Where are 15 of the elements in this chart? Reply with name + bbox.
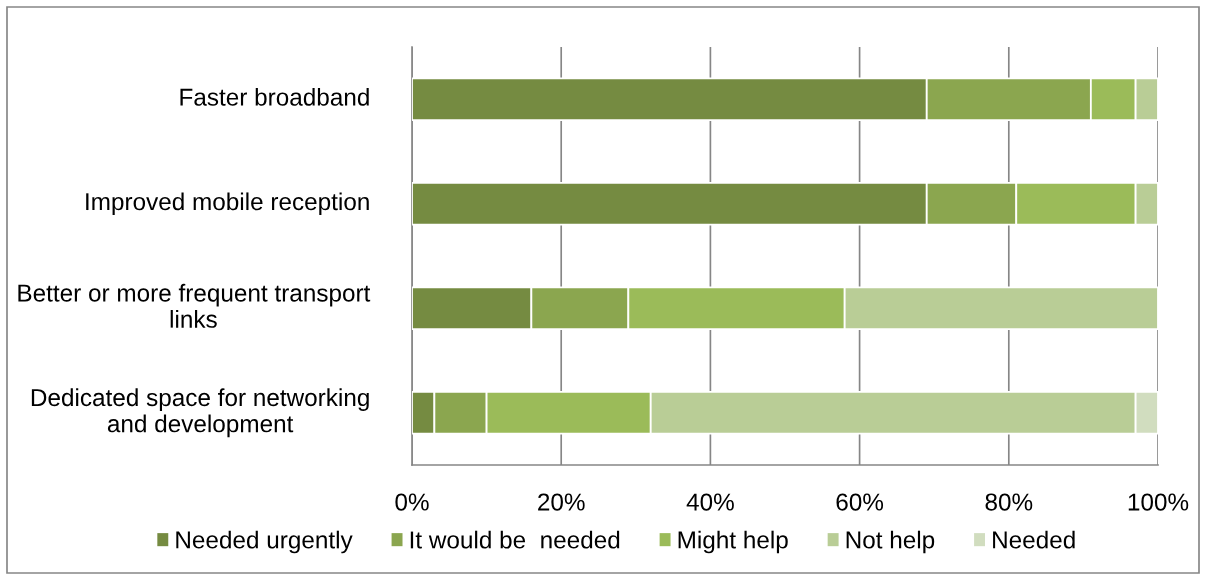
legend-label: Needed urgently xyxy=(176,530,353,554)
legend-label: Not help xyxy=(846,530,935,554)
x-tick-label: 40% xyxy=(686,493,734,511)
y-tick-label: Dedicated space for networking and development xyxy=(31,388,369,438)
legend-label: Needed xyxy=(993,530,1075,549)
x-tick-label: 20% xyxy=(538,493,585,511)
y-tick-label: Better or more frequent transport links xyxy=(18,283,371,328)
y-tick-label: Faster broadband xyxy=(180,87,369,106)
legend-label: It would be needed xyxy=(410,530,620,549)
x-tick-label: 0% xyxy=(395,493,429,511)
x-tick-label: 80% xyxy=(985,493,1033,511)
legend-label: Might help xyxy=(678,530,788,554)
x-tick-label: 60% xyxy=(836,493,884,511)
y-tick-label: Improved mobile reception xyxy=(86,192,369,216)
x-tick-label: 100% xyxy=(1128,493,1189,511)
